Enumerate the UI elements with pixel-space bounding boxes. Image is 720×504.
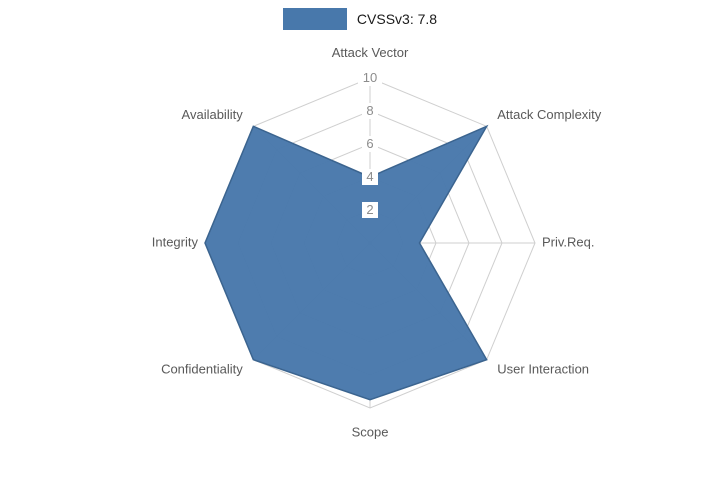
category-label: Integrity xyxy=(152,234,199,249)
tick-label-box xyxy=(362,103,378,119)
tick-label: 4 xyxy=(366,169,373,184)
data-polygon xyxy=(204,124,489,401)
category-label: Confidentiality xyxy=(161,362,243,377)
tick-label-box xyxy=(358,70,382,86)
category-label: Attack Vector xyxy=(332,45,409,60)
category-label: Priv.Req. xyxy=(542,234,595,249)
category-label: Scope xyxy=(352,425,389,440)
tick-label-box xyxy=(362,136,378,152)
category-label: Availability xyxy=(182,107,244,122)
tick-label: 6 xyxy=(366,136,373,151)
category-label: Attack Complexity xyxy=(497,107,602,122)
tick-label: 2 xyxy=(366,202,373,217)
legend-swatch xyxy=(282,8,347,30)
tick-label: 10 xyxy=(363,70,377,85)
legend-series-label: CVSSv3: 7.8 xyxy=(356,11,438,27)
chart-legend: CVSSv3: 7.8 xyxy=(0,8,720,30)
category-label: User Interaction xyxy=(497,362,589,377)
tick-label: 8 xyxy=(366,103,373,118)
tick-label-box xyxy=(362,169,378,185)
tick-label-box xyxy=(362,202,378,218)
